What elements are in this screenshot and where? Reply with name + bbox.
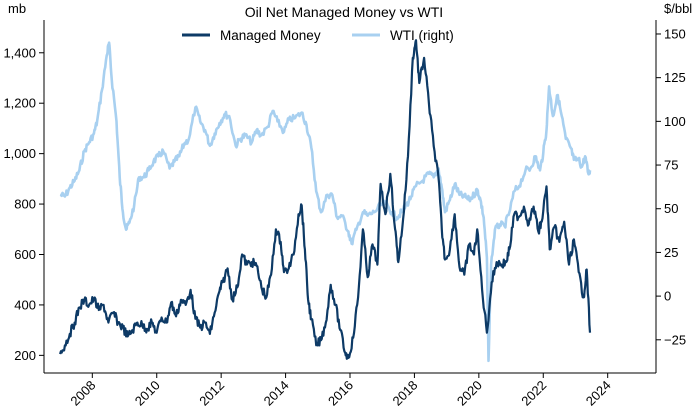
right-tick-label: −25	[664, 332, 686, 347]
left-tick-label: 1,400	[3, 45, 36, 60]
left-tick-label: 1,000	[3, 146, 36, 161]
right-tick-label: 0	[664, 289, 671, 304]
legend-label-wti: WTI (right)	[390, 28, 454, 43]
left-axis-unit: mb	[8, 1, 26, 16]
right-axis-unit: $/bbl	[664, 1, 692, 16]
axes-layer: 200 400 600 800 1,000 1,200 1,400 −25 0 25 50 75 100…	[3, 20, 686, 409]
x-tick-label: 2016	[325, 378, 356, 409]
x-tick-label: 2014	[261, 378, 292, 409]
right-tick-label: 100	[664, 114, 686, 129]
right-tick-label: 150	[664, 26, 686, 41]
legend-label-managed-money: Managed Money	[220, 28, 321, 43]
series-line-wti	[59, 41, 592, 363]
right-tick-label: 50	[664, 201, 678, 216]
left-tick-label: 200	[14, 348, 36, 363]
left-tick-label: 1,200	[3, 96, 36, 111]
right-tick-label: 75	[664, 158, 678, 173]
x-tick-label: 2022	[518, 378, 549, 409]
x-tick-label: 2024	[583, 378, 614, 409]
series-layer	[59, 39, 592, 363]
legend: Managed Money WTI (right)	[182, 28, 454, 43]
series-line-managed-money	[59, 39, 592, 360]
right-tick-label: 25	[664, 245, 678, 260]
x-tick-label: 2010	[132, 378, 163, 409]
x-tick-label: 2012	[196, 378, 227, 409]
x-tick-label: 2008	[67, 378, 98, 409]
plot-area: 200 400 600 800 1,000 1,200 1,400 −25 0 25 50 75 100…	[3, 20, 686, 409]
left-tick-label: 800	[14, 197, 36, 212]
x-tick-label: 2018	[389, 378, 420, 409]
left-tick-label: 400	[14, 297, 36, 312]
right-tick-label: 125	[664, 70, 686, 85]
left-tick-label: 600	[14, 247, 36, 262]
x-tick-label: 2020	[454, 378, 485, 409]
chart-title: Oil Net Managed Money vs WTI	[245, 4, 443, 20]
